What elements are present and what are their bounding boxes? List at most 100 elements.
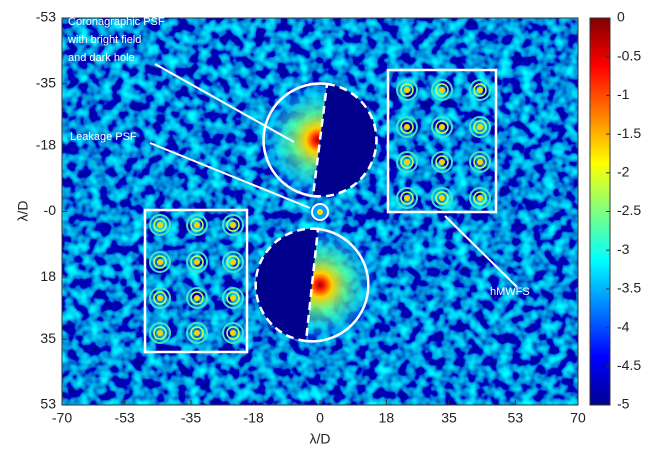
spot-ring <box>190 255 204 269</box>
spot-core <box>230 259 236 265</box>
spot-ring <box>469 116 491 138</box>
x-axis-label: λ/D <box>310 431 331 447</box>
spot-ring <box>222 251 244 273</box>
spot-ring <box>153 326 167 340</box>
spot-ring <box>400 191 414 205</box>
y-axis-label: λ/D <box>15 201 31 222</box>
spot-core <box>194 330 200 336</box>
spot-ring <box>186 214 208 236</box>
spot-ring <box>226 255 240 269</box>
x-tick-label: 53 <box>508 410 524 426</box>
spot-ring <box>396 151 418 173</box>
spot-ring <box>435 191 449 205</box>
annotation: and dark hole <box>68 52 135 64</box>
spot-core <box>230 295 236 301</box>
leakage-core <box>317 209 323 215</box>
spot-ring <box>473 120 487 134</box>
x-tick-label: 18 <box>379 410 395 426</box>
y-tick-label: -53 <box>36 9 56 25</box>
colorbar-tick-label: -2 <box>617 164 630 180</box>
spot-core <box>230 222 236 228</box>
spot-ring <box>396 79 418 101</box>
spot-ring <box>222 214 244 236</box>
x-tick-label: -18 <box>244 410 264 426</box>
spot-ring <box>153 291 167 305</box>
spot-core <box>404 195 410 201</box>
spot-ring <box>226 291 240 305</box>
x-tick-label: -35 <box>181 410 201 426</box>
hmwfs-box <box>143 208 249 354</box>
spot-ring <box>149 287 171 309</box>
bright-field-edge <box>305 227 370 343</box>
spot-ring <box>431 116 453 138</box>
spot-core <box>439 195 445 201</box>
spot-core <box>157 330 163 336</box>
spot-core <box>477 87 483 93</box>
spot-ring <box>400 120 414 134</box>
plot-image <box>62 18 578 405</box>
y-tick-label: -18 <box>36 136 56 152</box>
spot-ring <box>149 214 171 236</box>
colorbar-tick-label: -0.5 <box>617 47 641 63</box>
colorbar-tick-label: -1 <box>617 86 630 102</box>
x-tick-label: 70 <box>570 410 586 426</box>
spot-ring <box>396 116 418 138</box>
spot-ring <box>435 83 449 97</box>
bright-field-edge <box>262 82 328 198</box>
spot-ring <box>190 326 204 340</box>
y-tick-label: -0 <box>44 202 57 218</box>
spots <box>149 79 491 344</box>
spot-core <box>477 195 483 201</box>
spot-core <box>157 259 163 265</box>
spot-ring <box>396 187 418 209</box>
y-tick-label: 35 <box>40 330 56 346</box>
x-tick-label: -70 <box>52 410 72 426</box>
spot-ring <box>400 155 414 169</box>
spot-ring <box>222 287 244 309</box>
spot-ring <box>149 251 171 273</box>
spot-core <box>157 295 163 301</box>
spot-ring <box>431 151 453 173</box>
colorbar-tick-label: -4.5 <box>617 357 641 373</box>
spot-core <box>157 222 163 228</box>
annotation: with bright field <box>67 34 141 46</box>
spot-ring <box>153 255 167 269</box>
spot-core <box>194 259 200 265</box>
spot-core <box>439 87 445 93</box>
colorbar-tick-label: -3.5 <box>617 280 641 296</box>
spot-core <box>477 124 483 130</box>
spot-ring <box>473 83 487 97</box>
pointer <box>444 215 518 288</box>
spot-ring <box>222 322 244 344</box>
annotation: hMWFS <box>490 286 530 298</box>
spot-ring <box>469 187 491 209</box>
spot-ring <box>149 322 171 344</box>
colorbar-tick-label: -3 <box>617 241 630 257</box>
spot-ring <box>186 251 208 273</box>
dark-hole <box>254 227 320 343</box>
spot-ring <box>190 291 204 305</box>
spot-ring <box>435 155 449 169</box>
y-tick-label: -35 <box>36 74 56 90</box>
colorbar-tick-label: -5 <box>617 396 630 412</box>
spot-ring <box>469 79 491 101</box>
colorbar-tick-label: -1.5 <box>617 125 641 141</box>
colorbar-tick-label: 0 <box>617 9 625 25</box>
spot-core <box>404 159 410 165</box>
spot-ring <box>473 155 487 169</box>
spot-core <box>194 222 200 228</box>
spot-ring <box>473 191 487 205</box>
spot-ring <box>190 218 204 232</box>
colorbar-tick-label: -2.5 <box>617 202 641 218</box>
hmwfs-box <box>386 68 498 214</box>
spot-ring <box>186 287 208 309</box>
spot-core <box>439 159 445 165</box>
pointer <box>154 63 295 143</box>
x-tick-label: -53 <box>115 410 135 426</box>
spot-ring <box>153 218 167 232</box>
spot-ring <box>186 322 208 344</box>
spot-ring <box>435 120 449 134</box>
spot-core <box>439 124 445 130</box>
